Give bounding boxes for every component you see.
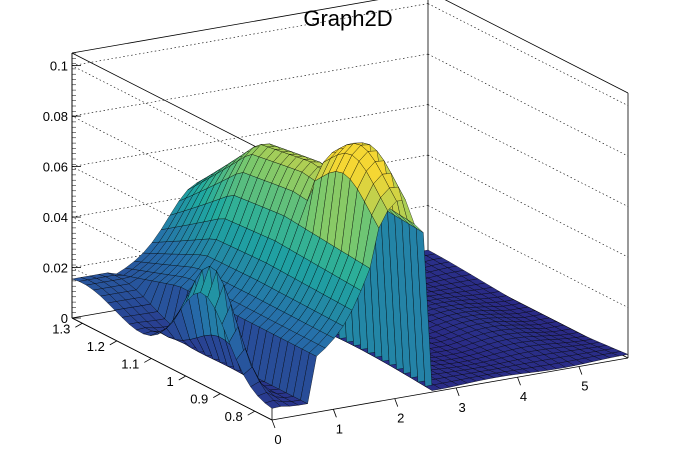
- x-tick-label: 5: [581, 379, 588, 394]
- plot-frame-front: [71, 317, 629, 421]
- x-tick: [333, 409, 337, 418]
- y-tick: [75, 322, 83, 328]
- y-tick: [213, 393, 221, 398]
- x-tick-label: 2: [397, 411, 404, 426]
- chart-title: Graph2D: [303, 6, 392, 31]
- axes: 0123450.80.911.11.21.300.020.040.060.080…: [43, 52, 589, 447]
- z-tick-label: 0.06: [43, 160, 68, 175]
- z-gridline: [71, 104, 429, 167]
- frame-edge: [271, 357, 629, 421]
- z-gridline: [427, 3, 629, 106]
- y-tick: [109, 340, 118, 346]
- z-gridline: [71, 65, 273, 168]
- y-tick-label: 1: [167, 374, 174, 389]
- y-tick-label: 1.3: [52, 321, 70, 336]
- x-tick-label: 3: [459, 400, 466, 415]
- z-tick-label: 0: [61, 311, 68, 326]
- z-gridline: [71, 53, 429, 117]
- y-tick: [144, 358, 152, 363]
- x-tick-label: 0: [274, 432, 281, 447]
- x-tick: [578, 366, 583, 375]
- y-tick-label: 1.2: [87, 339, 105, 354]
- frame-edge: [71, 317, 273, 421]
- z-tick-label: 0.1: [50, 59, 68, 74]
- frame-edge: [444, 0, 629, 94]
- frame-edge: [71, 0, 379, 54]
- x-tick: [455, 387, 460, 397]
- z-gridline: [427, 154, 629, 258]
- y-tick: [178, 375, 186, 381]
- surface-mesh: [71, 142, 629, 409]
- z-gridline: [427, 53, 629, 157]
- y-tick-label: 0.9: [190, 392, 208, 407]
- x-tick-label: 4: [520, 389, 527, 404]
- z-tick-label: 0.08: [43, 109, 68, 124]
- z-gridline: [71, 3, 429, 66]
- surface-cell: [611, 351, 629, 357]
- x-tick: [517, 377, 521, 386]
- y-tick-label: 0.8: [225, 409, 243, 424]
- z-gridline: [427, 205, 629, 308]
- x-tick-label: 1: [336, 421, 343, 436]
- z-tick-label: 0.02: [43, 261, 68, 276]
- frame-edge: [71, 52, 273, 156]
- x-tick: [394, 398, 399, 407]
- x-tick: [271, 419, 276, 429]
- z-tick-label: 0.04: [43, 210, 68, 225]
- y-tick-label: 1.1: [121, 356, 139, 371]
- y-tick: [247, 410, 255, 416]
- z-gridline: [427, 104, 629, 207]
